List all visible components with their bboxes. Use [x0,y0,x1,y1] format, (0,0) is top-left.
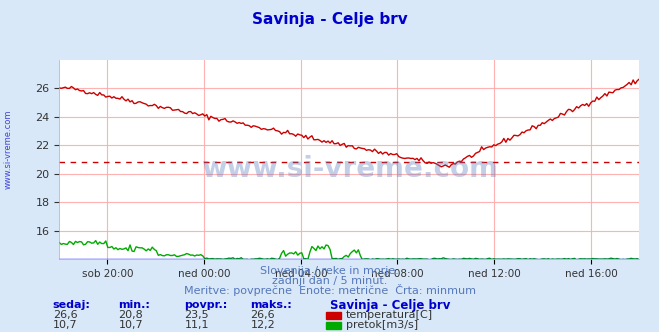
Text: Savinja - Celje brv: Savinja - Celje brv [330,299,450,312]
Text: min.:: min.: [119,300,150,310]
Text: 12,2: 12,2 [250,320,275,330]
Text: 10,7: 10,7 [119,320,143,330]
Text: www.si-vreme.com: www.si-vreme.com [3,110,13,189]
Text: povpr.:: povpr.: [185,300,228,310]
Text: pretok[m3/s]: pretok[m3/s] [346,320,418,330]
Text: zadnji dan / 5 minut.: zadnji dan / 5 minut. [272,276,387,286]
Text: Slovenija / reke in morje.: Slovenija / reke in morje. [260,266,399,276]
Text: maks.:: maks.: [250,300,292,310]
Text: www.si-vreme.com: www.si-vreme.com [201,155,498,183]
Text: sedaj:: sedaj: [53,300,90,310]
Text: Savinja - Celje brv: Savinja - Celje brv [252,12,407,28]
Text: 10,7: 10,7 [53,320,77,330]
Text: 20,8: 20,8 [119,310,144,320]
Text: 26,6: 26,6 [53,310,77,320]
Text: 23,5: 23,5 [185,310,209,320]
Text: Meritve: povprečne  Enote: metrične  Črta: minmum: Meritve: povprečne Enote: metrične Črta:… [183,285,476,296]
Text: 26,6: 26,6 [250,310,275,320]
Text: 11,1: 11,1 [185,320,209,330]
Text: temperatura[C]: temperatura[C] [346,310,433,320]
